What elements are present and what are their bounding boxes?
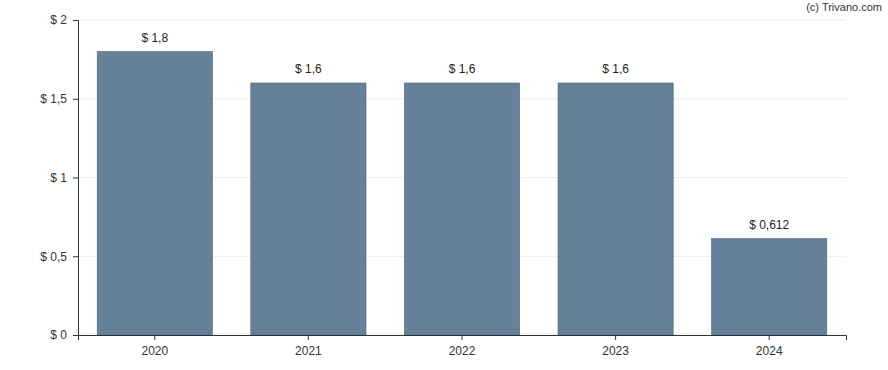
x-tick-mark	[769, 335, 770, 340]
y-tick-label: $ 0	[50, 328, 67, 342]
x-tick-label: 2022	[449, 344, 476, 358]
grid	[78, 20, 846, 335]
data-label: $ 0,612	[749, 218, 789, 232]
x-axis: 2020 2021 2022 2023 2024	[79, 335, 847, 358]
data-label: $ 1,6	[295, 62, 322, 76]
y-tick-mark	[73, 178, 78, 179]
data-label: $ 1,6	[602, 62, 629, 76]
bar	[404, 83, 519, 335]
y-tick-label: $ 2	[50, 13, 67, 27]
x-tick-label: 2024	[756, 344, 783, 358]
y-tick: $ 1	[50, 171, 78, 185]
x-tick-mark	[308, 335, 309, 340]
y-tick: $ 1,5	[40, 92, 78, 106]
x-tick-label: 2023	[602, 344, 629, 358]
y-tick-mark	[73, 99, 78, 100]
y-tick-label: $ 0,5	[40, 250, 67, 264]
data-label: $ 1,8	[141, 31, 168, 45]
x-tick: 2024	[756, 335, 783, 358]
x-tick: 2020	[141, 335, 168, 358]
x-tick-mark	[462, 335, 463, 340]
data-labels: $ 1,8 $ 1,6 $ 1,6 $ 1,6 $ 0,612	[141, 31, 789, 232]
y-tick: $ 2	[50, 13, 78, 27]
y-tick-label: $ 1,5	[40, 92, 67, 106]
x-tick-label: 2021	[295, 344, 322, 358]
x-tick: 2022	[449, 335, 476, 358]
x-tick-mark	[154, 335, 155, 340]
bar	[97, 52, 212, 336]
x-tick-label: 2020	[141, 344, 168, 358]
chart: $ 0 $ 0,5 $ 1 $ 1,5 $ 2 2020 2021 2022 2023 2024 $…	[0, 0, 888, 370]
bar	[251, 83, 366, 335]
y-tick-mark	[73, 335, 78, 336]
x-tick: 2021	[295, 335, 322, 358]
y-tick-mark	[73, 20, 78, 21]
x-tick: 2023	[602, 335, 629, 358]
credit: (c) Trivano.com	[806, 1, 882, 13]
y-axis: $ 0 $ 0,5 $ 1 $ 1,5 $ 2	[40, 13, 78, 342]
data-label: $ 1,6	[449, 62, 476, 76]
y-tick: $ 0	[50, 328, 78, 342]
plot: $ 0 $ 0,5 $ 1 $ 1,5 $ 2 2020 2021 2022 2023 2024 $…	[40, 13, 846, 357]
bar	[558, 83, 673, 335]
x-axis-line	[79, 336, 847, 341]
x-tick-mark	[615, 335, 616, 340]
y-tick-mark	[73, 256, 78, 257]
bars	[97, 52, 827, 336]
y-axis-line	[73, 21, 79, 336]
y-tick: $ 0,5	[40, 250, 78, 264]
grid-line	[78, 20, 846, 21]
y-tick-label: $ 1	[50, 171, 67, 185]
bar	[712, 239, 827, 335]
